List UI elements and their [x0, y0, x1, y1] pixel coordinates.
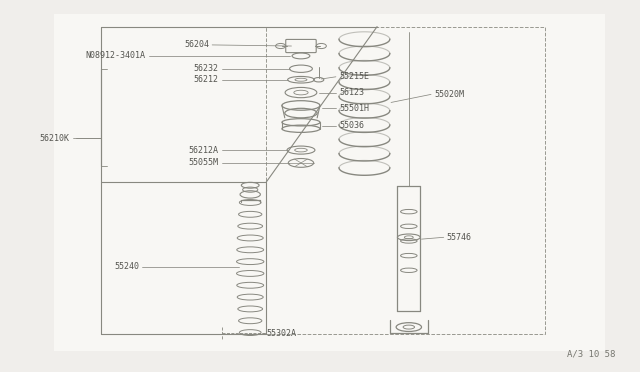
- Text: 55240: 55240: [114, 262, 139, 271]
- Text: 55020M: 55020M: [434, 90, 464, 99]
- Text: 55215E: 55215E: [339, 72, 369, 81]
- Text: 56212A: 56212A: [189, 145, 218, 155]
- Text: 56123: 56123: [339, 88, 364, 97]
- Text: N08912-3401A: N08912-3401A: [86, 51, 145, 60]
- Text: A/3 10 58: A/3 10 58: [566, 350, 615, 359]
- Text: 56204: 56204: [184, 41, 209, 49]
- Text: 55055M: 55055M: [189, 158, 218, 167]
- FancyBboxPatch shape: [54, 14, 605, 351]
- Text: 55302A: 55302A: [266, 329, 296, 338]
- Text: 55036: 55036: [339, 121, 364, 130]
- Text: 56232: 56232: [193, 64, 218, 73]
- Text: 56212: 56212: [193, 75, 218, 84]
- Text: 55501H: 55501H: [339, 104, 369, 113]
- Text: 56210K: 56210K: [40, 134, 69, 143]
- Text: 55746: 55746: [447, 233, 472, 242]
